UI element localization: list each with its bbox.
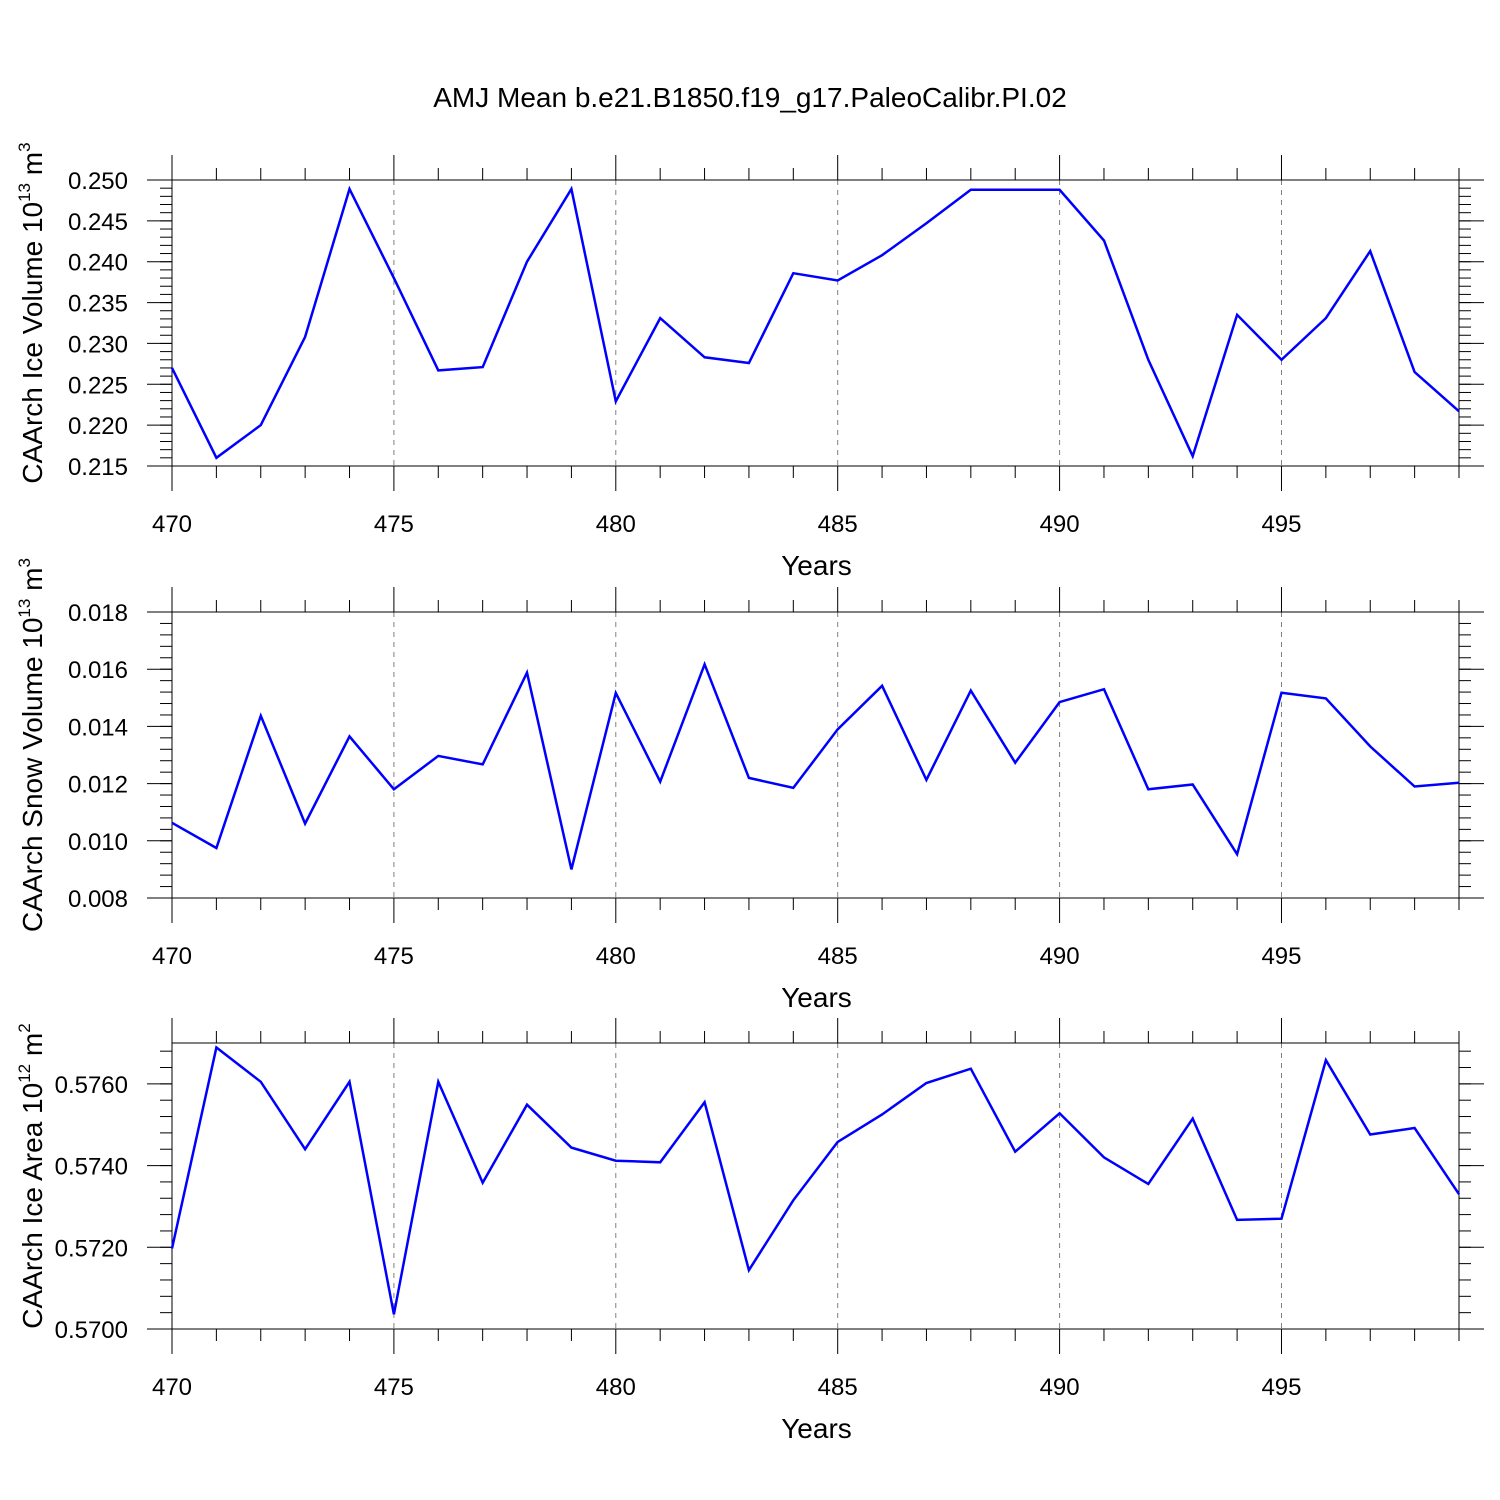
x-tick-label: 490 xyxy=(1040,511,1080,538)
plot-frame xyxy=(171,1042,1460,1330)
y-tick-label: 0.235 xyxy=(68,291,128,318)
y-axis-label: CAArch Snow Volume 1013 m3 xyxy=(15,558,48,932)
series-line xyxy=(171,660,1460,870)
series-line xyxy=(170,1045,1461,1315)
series-line xyxy=(170,185,1460,460)
x-tick-label: 480 xyxy=(596,1374,636,1401)
y-tick-label: 0.215 xyxy=(68,454,128,481)
y-tick-label: 0.008 xyxy=(68,886,128,913)
panel-2: 470 475 480 485 490 495 0.008 0.010 0.012 0.014 0.… xyxy=(15,558,1484,1013)
x-tick-label: 495 xyxy=(1261,943,1301,970)
x-tick-label: 470 xyxy=(152,1374,192,1401)
y-tick-label: 0.5720 xyxy=(55,1235,128,1262)
panel-3: 470 475 480 485 490 495 0.5700 0.5720 0.5740 0.57… xyxy=(15,1018,1484,1444)
x-tick-label: 475 xyxy=(374,1374,414,1401)
x-axis-label: Years xyxy=(781,1413,852,1444)
y-tick-label: 0.5700 xyxy=(55,1317,128,1344)
x-tick-label: 490 xyxy=(1040,943,1080,970)
x-tick-label: 485 xyxy=(818,943,858,970)
x-tick-label: 470 xyxy=(152,511,192,538)
x-tick-label: 480 xyxy=(596,943,636,970)
y-tick-label: 0.220 xyxy=(68,413,128,440)
y-tick-label: 0.250 xyxy=(68,168,128,195)
x-tick-label: 470 xyxy=(152,943,192,970)
y-axis-label: CAArch Ice Area 1012 m2 xyxy=(15,1023,48,1328)
x-tick-label: 485 xyxy=(818,511,858,538)
panels: 470 475 480 485 490 495 0.215 0.220 0.225 0.230 0.… xyxy=(15,142,1484,1444)
plot-frame xyxy=(171,611,1460,899)
y-tick-label: 0.230 xyxy=(68,331,128,358)
y-axis-label: CAArch Ice Volume 1013 m3 xyxy=(15,142,48,483)
y-tick-label: 0.5740 xyxy=(55,1154,128,1181)
x-tick-label: 495 xyxy=(1261,511,1301,538)
x-tick-label: 495 xyxy=(1261,1374,1301,1401)
y-tick-label: 0.018 xyxy=(68,600,128,627)
x-tick-label: 475 xyxy=(374,511,414,538)
y-tick-label: 0.245 xyxy=(68,209,128,236)
panel-1: 470 475 480 485 490 495 0.215 0.220 0.225 0.230 0.… xyxy=(15,142,1484,581)
y-tick-label: 0.016 xyxy=(68,657,128,684)
chart-title: AMJ Mean b.e21.B1850.f19_g17.PaleoCalibr… xyxy=(433,82,1067,113)
y-tick-label: 0.5760 xyxy=(55,1072,128,1099)
y-tick-label: 0.014 xyxy=(68,714,128,741)
y-tick-label: 0.225 xyxy=(68,372,128,399)
plot-frame xyxy=(171,179,1460,467)
x-tick-label: 475 xyxy=(374,943,414,970)
y-tick-label: 0.240 xyxy=(68,250,128,277)
x-axis-label: Years xyxy=(781,982,852,1013)
x-tick-label: 480 xyxy=(596,511,636,538)
x-tick-label: 485 xyxy=(818,1374,858,1401)
y-tick-label: 0.010 xyxy=(68,829,128,856)
x-axis-label: Years xyxy=(781,550,852,581)
x-tick-label: 490 xyxy=(1040,1374,1080,1401)
y-tick-label: 0.012 xyxy=(68,772,128,799)
